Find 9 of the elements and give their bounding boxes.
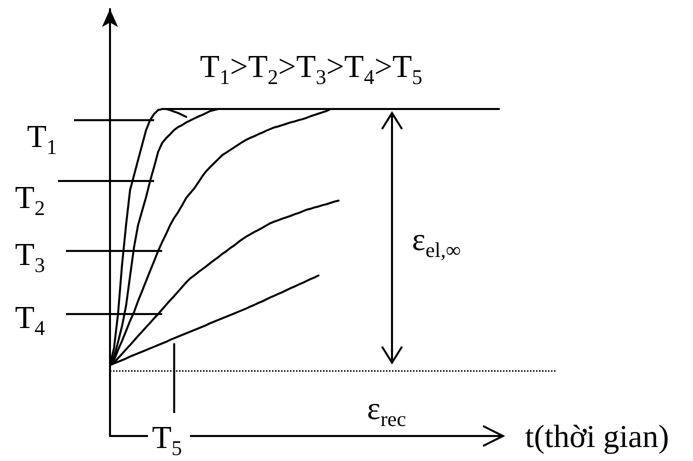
legend-label: T$_{1}$ <box>27 118 58 159</box>
text: T$_{1}$>T$_{2}$>T$_{3}$>T$_{4}$>T$_{5}$ <box>200 48 422 89</box>
legend-label: T$_{4}$ <box>15 299 46 340</box>
legend-label: T$_{2}$ <box>15 179 46 220</box>
annotation: ε$_{el,∞}$ <box>412 221 461 262</box>
legend-label: T$_{3}$ <box>15 236 46 277</box>
x-axis-title: t(thời gian) <box>525 418 669 454</box>
annotation: ε$_{rec}$ <box>367 390 406 431</box>
text: T$_{5}$ <box>152 419 182 460</box>
